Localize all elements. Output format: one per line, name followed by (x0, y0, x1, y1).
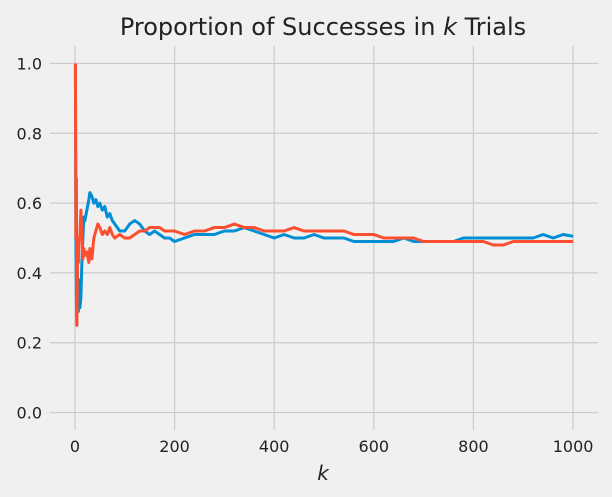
chart-title: Proportion of Successes in k Trials (120, 13, 526, 41)
y-tick-label: 0.6 (17, 194, 42, 213)
x-tick-label: 1000 (553, 437, 594, 456)
series-lines (73, 63, 574, 327)
x-axis-label: k (317, 461, 330, 485)
y-tick-label: 0.4 (17, 264, 42, 283)
chart-title-prefix: Proportion of Successes in (120, 13, 443, 41)
y-tick-label: 0.0 (17, 404, 42, 423)
tick-labels: 0 200 400 600 800 1000 0.0 0.2 0.4 0.6 0.8 1.0 (17, 54, 594, 456)
x-tick-label: 600 (359, 437, 390, 456)
y-tick-label: 0.2 (17, 334, 42, 353)
y-tick-label: 0.8 (17, 124, 42, 143)
x-tick-label: 0 (70, 437, 80, 456)
x-tick-label: 200 (159, 437, 190, 456)
chart-title-variable: k (443, 13, 458, 41)
y-tick-label: 1.0 (17, 54, 42, 73)
x-tick-label: 800 (458, 437, 489, 456)
x-tick-label: 400 (259, 437, 290, 456)
series-line-2 (73, 63, 574, 327)
chart-title-suffix: Trials (457, 13, 526, 41)
